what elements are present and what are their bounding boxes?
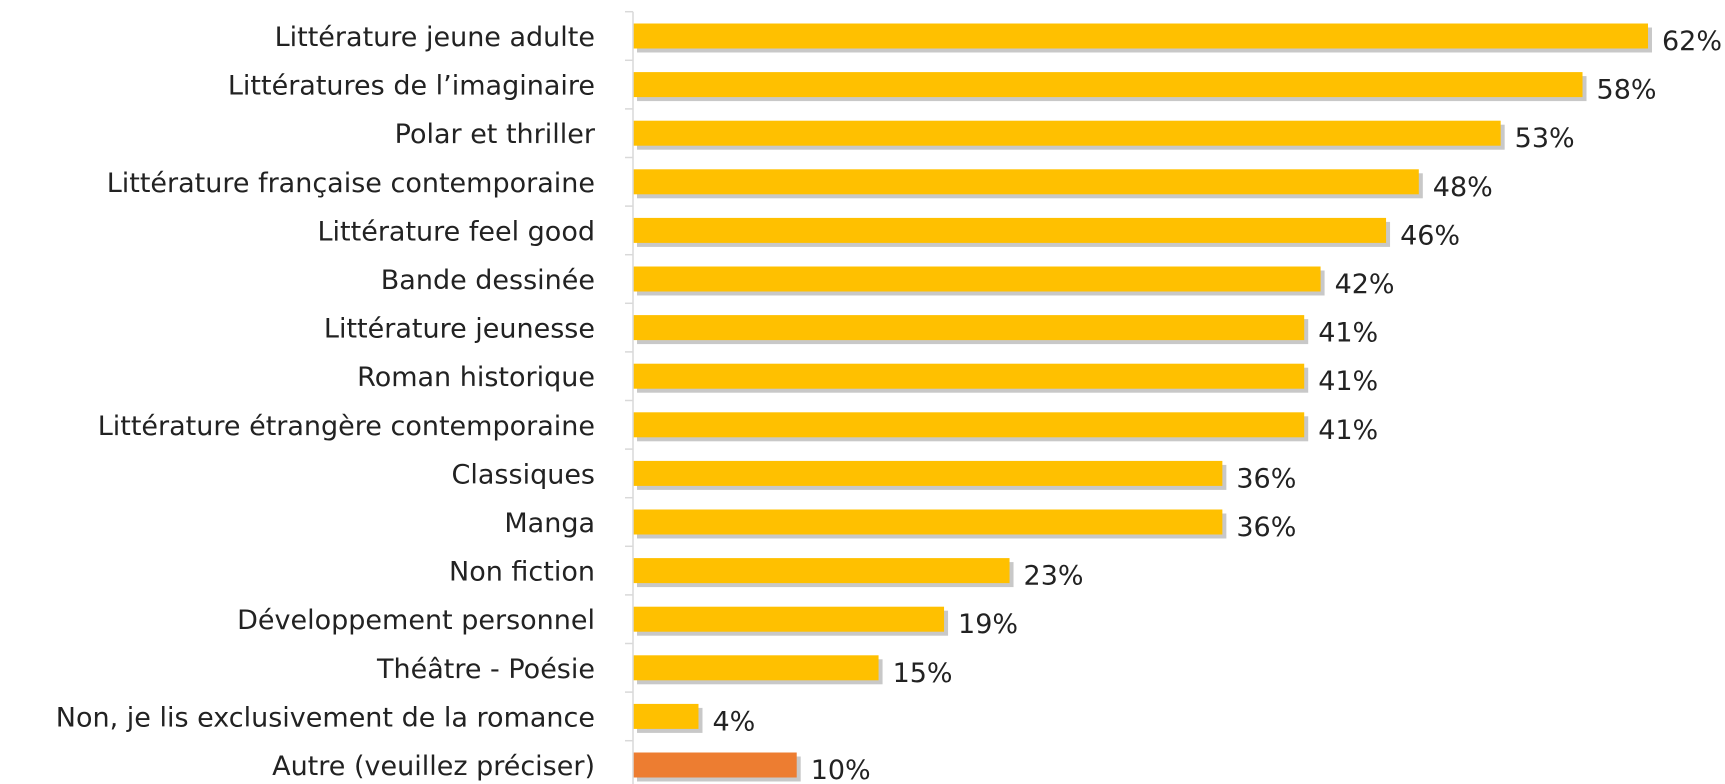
bar — [633, 266, 1321, 292]
labels-layer: Littérature jeune adulte 62% Littératures … — [56, 10, 1722, 784]
value-label: 19% — [958, 609, 1018, 640]
bar — [633, 412, 1305, 438]
value-label: 4% — [712, 706, 755, 737]
bars-layer — [633, 23, 1652, 782]
bar — [633, 752, 797, 778]
value-label: 41% — [1318, 415, 1378, 446]
category-label: Théâtre - Poésie — [376, 654, 595, 685]
category-label: Autre (veuillez préciser) — [272, 751, 595, 782]
bar — [633, 655, 879, 681]
value-label: 58% — [1597, 75, 1657, 106]
value-label: 41% — [1318, 366, 1378, 397]
bar — [633, 169, 1419, 195]
category-label: Littérature française contemporaine — [107, 168, 595, 199]
value-label: 42% — [1335, 269, 1395, 300]
category-label: Littérature jeune adulte — [275, 22, 595, 53]
category-label: Classiques — [452, 459, 595, 490]
value-label: 36% — [1236, 512, 1296, 543]
category-label: Littérature jeunesse — [324, 314, 595, 345]
value-label: 46% — [1400, 220, 1460, 251]
bar — [633, 509, 1223, 535]
value-label: 41% — [1318, 318, 1378, 349]
bar — [633, 72, 1583, 98]
bar — [633, 315, 1305, 341]
value-label: 53% — [1515, 123, 1575, 154]
bar — [633, 606, 945, 632]
category-label: Non, je lis exclusivement de la romance — [56, 702, 595, 733]
value-label: 62% — [1662, 26, 1722, 57]
value-label: 15% — [893, 658, 953, 689]
bar — [633, 120, 1501, 146]
category-label: Développement personnel — [237, 605, 595, 636]
value-label: 23% — [1024, 561, 1084, 592]
category-label: Non fiction — [449, 557, 595, 588]
category-label: Littérature feel good — [317, 216, 595, 247]
category-label: Littérature étrangère contemporaine — [98, 411, 595, 442]
category-label: Littératures de l’imaginaire — [228, 71, 595, 102]
bar — [633, 558, 1010, 584]
category-label: Manga — [504, 508, 595, 539]
category-label: Polar et thriller — [395, 119, 596, 150]
bar — [633, 217, 1387, 243]
value-label: 48% — [1433, 172, 1493, 203]
category-label: Bande dessinée — [381, 265, 595, 296]
bar — [633, 703, 699, 729]
category-label: Roman historique — [357, 362, 595, 393]
value-label: 10% — [811, 755, 871, 784]
bar — [633, 460, 1223, 486]
bar — [633, 23, 1648, 49]
value-label: 36% — [1236, 463, 1296, 494]
bar — [633, 363, 1305, 389]
